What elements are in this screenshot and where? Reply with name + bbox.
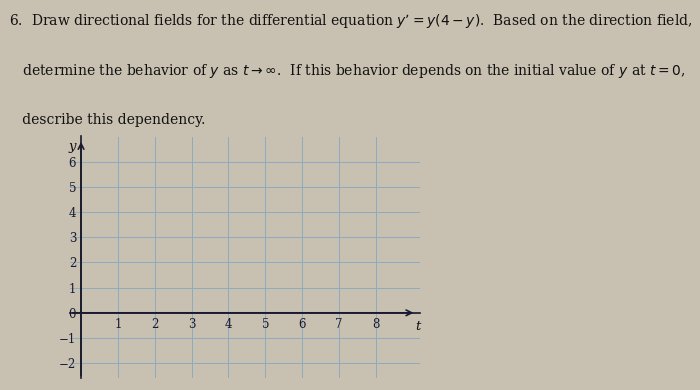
Text: describe this dependency.: describe this dependency. xyxy=(9,113,206,127)
Text: t: t xyxy=(416,320,421,333)
Text: 6.  Draw directional fields for the differential equation $y’ = y(4 - y)$.  Base: 6. Draw directional fields for the diffe… xyxy=(9,12,692,30)
Text: determine the behavior of $y$ as $t \to \infty$.  If this behavior depends on th: determine the behavior of $y$ as $t \to … xyxy=(9,62,686,80)
Text: y: y xyxy=(68,140,76,153)
